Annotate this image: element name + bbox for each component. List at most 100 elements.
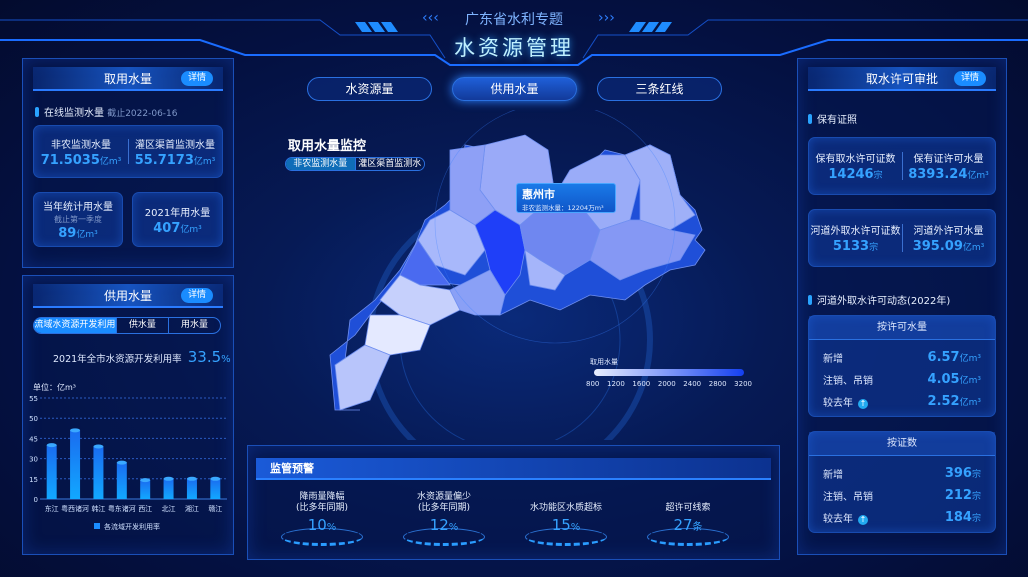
water-use-panel: 取用水量 详情 在线监测水量 截止2022-06-16 非农监测水量 71.5035… xyxy=(22,58,234,268)
seg-use[interactable]: 用水量 xyxy=(167,318,220,333)
bar-韩江[interactable] xyxy=(93,446,104,499)
legend-tick: 2400 xyxy=(683,380,702,388)
warning-unit: % xyxy=(448,522,459,533)
warning-title: 监管预警 xyxy=(256,458,771,480)
gauge-ring-icon xyxy=(647,528,729,546)
bar-cap xyxy=(70,428,81,433)
nonagri-value: 71.5035亿m³ xyxy=(34,153,128,168)
divider xyxy=(902,152,903,180)
warning-unit: 条 xyxy=(692,522,703,533)
warning-item[interactable]: 水资源量偏少 (比多年同期) 12% xyxy=(384,490,504,546)
y-tick-label: 0 xyxy=(34,496,38,504)
bar-赣江[interactable] xyxy=(210,478,221,499)
row-value: 2.52亿m³ xyxy=(927,394,981,409)
detail-button[interactable]: 详情 xyxy=(954,71,986,86)
tooltip-value: 12204 xyxy=(567,204,589,212)
nonagri-number: 71.5035 xyxy=(40,152,100,168)
map-region[interactable] xyxy=(449,269,506,316)
legend-tick: 800 xyxy=(586,380,600,388)
tab-water-resources[interactable]: 水资源量 xyxy=(307,77,432,101)
warning-item[interactable]: 降雨量降幅 (比多年同期) 10% xyxy=(262,490,382,546)
bar-cap xyxy=(93,444,104,449)
map-region[interactable] xyxy=(399,239,451,286)
warning-sublabel: (比多年同期) xyxy=(295,503,349,513)
warning-sublabel: (比多年同期) xyxy=(417,503,471,513)
map-region[interactable] xyxy=(624,144,696,231)
y2021-card: 2021年用水量 407亿m³ xyxy=(132,192,223,247)
legend-label[interactable]: 各流域开发利用率 xyxy=(104,522,160,531)
bar-湘江[interactable] xyxy=(186,478,197,499)
online-date: 截止2022-06-16 xyxy=(107,109,178,119)
permit-row: 新增 396宗 xyxy=(823,466,981,481)
tooltip-city: 惠州市 xyxy=(522,188,555,201)
permit-row: 新增 6.57亿m³ xyxy=(823,350,981,365)
map-region[interactable] xyxy=(589,219,696,281)
supply-panel: 供用水量 详情 流域水资源开发利用 供水量 用水量 2021年全市水资源开发利用率… xyxy=(22,275,234,555)
seg-supply[interactable]: 供水量 xyxy=(115,318,168,333)
legend-swatch xyxy=(94,523,100,529)
bar-粤东诸河[interactable] xyxy=(116,462,127,499)
dyn-label: 河道外取水许可动态(2022年) xyxy=(808,292,950,307)
online-label: 在线监测水量 xyxy=(44,108,104,119)
warning-item[interactable]: 超许可线索 27条 xyxy=(628,490,748,546)
row-value: 184宗 xyxy=(944,510,981,525)
warning-label: 水资源量偏少 xyxy=(416,492,471,502)
online-monitor-label: 在线监测水量 截止2022-06-16 xyxy=(35,104,178,119)
toggle-nonagri[interactable]: 非农监测水量 xyxy=(286,158,355,170)
warning-unit: % xyxy=(326,522,337,533)
arrow-up-icon: ↑ xyxy=(858,515,868,525)
tab-three-red-lines[interactable]: 三条红线 xyxy=(597,77,722,101)
row-label: 新增 xyxy=(823,470,843,481)
year-stat-card: 当年统计用水量 截止第一季度 89亿m³ xyxy=(33,192,123,247)
by-vol-card: 按许可水量 新增 6.57亿m³ 注销、吊销 4.05亿m³ 较去年 ↑ 2.52亿m³ xyxy=(808,315,996,417)
permit-row: 较去年 ↑ 184宗 xyxy=(823,510,981,525)
unit: 亿m³ xyxy=(193,156,216,167)
seg-basin-dev[interactable]: 流域水资源开发利用 xyxy=(34,318,116,333)
irrig-value: 55.7173亿m³ xyxy=(128,153,222,168)
bar-西江[interactable] xyxy=(140,480,151,499)
map-title: 取用水量监控 xyxy=(288,139,367,154)
toggle-irrigation[interactable]: 灌区渠首监测水量 xyxy=(354,158,424,170)
bar-北江[interactable] xyxy=(163,478,174,499)
permit-row: 注销、吊销 4.05亿m³ xyxy=(823,372,981,387)
supply-segment: 流域水资源开发利用 供水量 用水量 xyxy=(33,317,221,334)
chart-ylabel: 单位：亿m³ xyxy=(33,383,76,392)
hold-count-label: 保有取水许可证数 xyxy=(815,154,896,165)
gauge-ring-icon xyxy=(525,528,607,546)
row-value: 6.57亿m³ xyxy=(927,350,981,365)
bar-粤西诸河[interactable] xyxy=(70,430,81,499)
unit: 宗 xyxy=(873,171,883,181)
map-legend-gradient[interactable] xyxy=(594,369,744,376)
warning-item[interactable]: 水功能区水质超标 15% xyxy=(506,490,626,546)
row-value: 396宗 xyxy=(944,466,981,481)
hold-card: 保有取水许可证数 14246宗 保有证许可水量 8393.24亿m³ xyxy=(808,137,996,195)
x-tick-label: 赣江 xyxy=(208,504,222,513)
hold-vol-label: 保有证许可水量 xyxy=(913,154,984,165)
hold-count-value: 14246 xyxy=(828,167,874,182)
map-region[interactable] xyxy=(524,249,566,291)
river-vol-label: 河道外许可水量 xyxy=(913,226,984,237)
warning-label: 超许可线索 xyxy=(665,503,711,513)
warning-unit: % xyxy=(570,522,581,533)
map-region[interactable] xyxy=(379,274,461,326)
panel-title: 取水许可审批 详情 xyxy=(808,67,996,91)
bar-东江[interactable] xyxy=(46,445,57,499)
detail-button[interactable]: 详情 xyxy=(181,71,213,86)
map-region[interactable] xyxy=(334,344,391,411)
year-stat-value: 89亿m³ xyxy=(34,226,122,241)
bar-cap xyxy=(46,443,57,448)
by-cert-card: 按证数 新增 396宗 注销、吊销 212宗 较去年 ↑ 184宗 xyxy=(808,431,996,533)
detail-button[interactable]: 详情 xyxy=(181,288,213,303)
arrow-up-icon: ↑ xyxy=(858,399,868,409)
permit-row: 注销、吊销 212宗 xyxy=(823,488,981,503)
dev-rate-unit: % xyxy=(221,354,231,365)
permit-row: 较去年 ↑ 2.52亿m³ xyxy=(823,394,981,409)
panel-title-text: 供用水量 xyxy=(103,289,152,303)
map-toggle: 非农监测水量 灌区渠首监测水量 xyxy=(285,157,425,171)
map-legend-title: 取用水量 xyxy=(590,358,618,366)
tab-water-supply-use[interactable]: 供用水量 xyxy=(452,77,577,101)
row-label: 注销、吊销 xyxy=(823,376,873,387)
year-stat-number: 89 xyxy=(58,226,77,241)
hold-vol-value: 8393.24 xyxy=(908,167,968,182)
warning-value: 15 xyxy=(551,516,571,534)
